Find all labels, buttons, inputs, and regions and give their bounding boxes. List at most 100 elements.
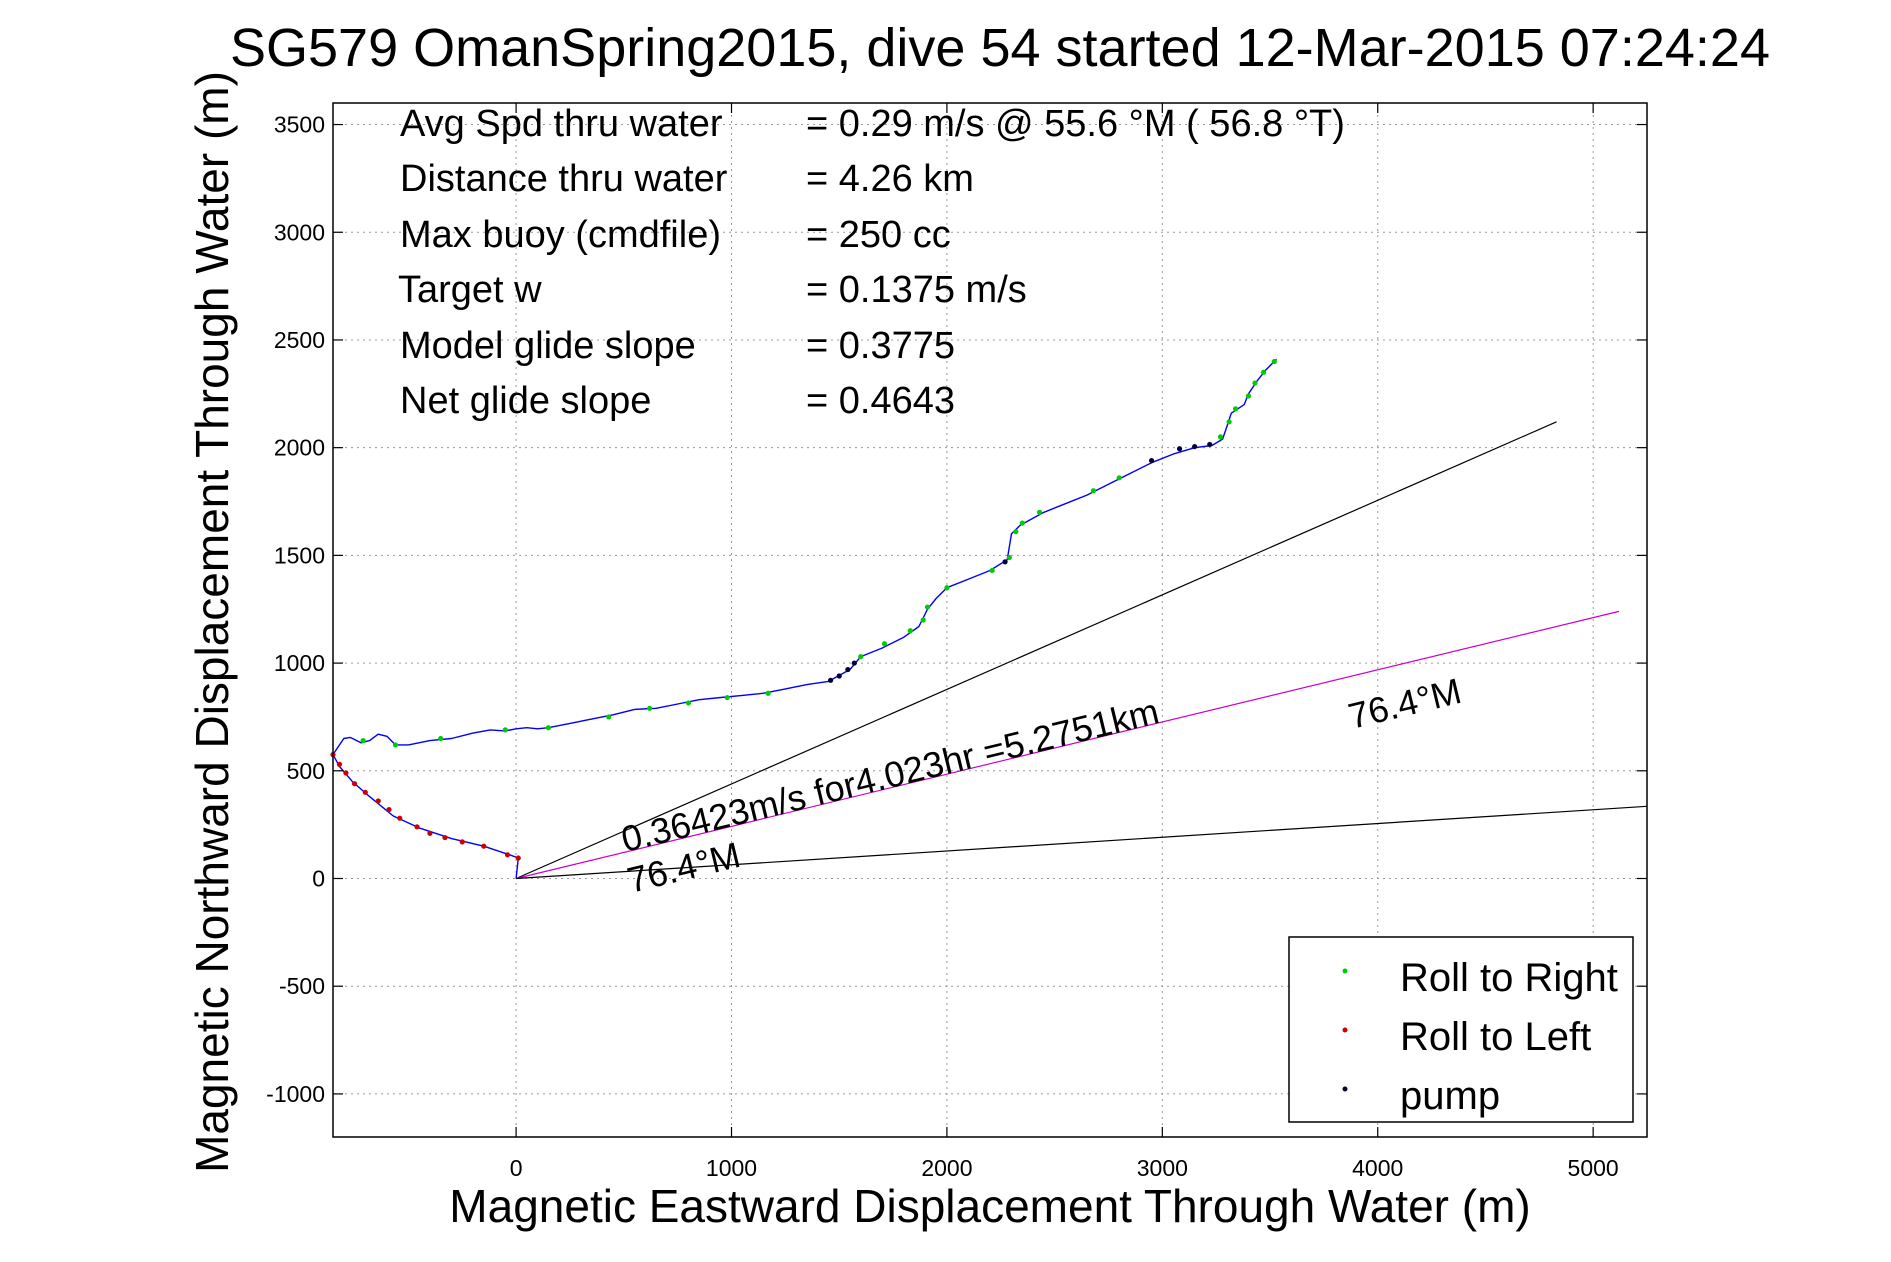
y-tick-label-3: 500 [287,758,325,784]
x-tick-label-3: 3000 [1137,1155,1188,1181]
x-tick-label-2: 2000 [921,1155,972,1181]
marker-pump-2 [845,666,851,673]
marker-roll-to-right-3 [502,727,508,733]
marker-roll-to-left-13 [504,852,511,858]
legend-marker-roll-right [1342,968,1348,974]
marker-pump-0 [827,677,834,683]
marker-pump-3 [851,660,857,666]
marker-roll-to-right-14 [924,604,931,610]
marker-roll-to-left-9 [427,830,433,836]
marker-roll-to-right-24 [1226,419,1232,425]
marker-roll-to-right-7 [685,700,692,706]
marker-roll-to-right-12 [907,628,913,634]
marker-roll-to-right-26 [1245,393,1252,399]
marker-roll-to-right-11 [881,641,888,647]
marker-roll-to-right-25 [1232,406,1239,412]
marker-roll-to-right-27 [1252,380,1258,386]
marker-roll-to-right-5 [606,714,612,720]
y-tick-label-5: 1500 [274,542,325,568]
legend-marker-roll-left [1342,1027,1348,1033]
marker-roll-to-right-15 [944,585,950,591]
y-tick-label-4: 1000 [274,650,325,676]
grid-lines [333,103,1647,1137]
stat-label-distance: Distance thru water [400,158,728,200]
stat-value-distance: = 4.26 km [806,158,974,200]
y-axis-ticks: -1000 -500 0 500 1000 1500 2000 2500 3000 3500 [266,112,1647,1107]
stat-value-max-buoy: = 250 cc [806,214,951,256]
marker-roll-to-right-13 [920,617,926,623]
dive-track-line [332,358,1277,879]
upper-course-line [515,421,1557,880]
marker-roll-to-left-10 [442,834,448,841]
marker-roll-to-right-28 [1260,369,1267,375]
legend-label-roll-right: Roll to Right [1400,956,1618,1000]
marker-roll-to-left-1 [336,761,343,767]
marker-roll-to-right-2 [438,735,444,742]
marker-roll-to-left-5 [375,798,381,804]
marker-roll-to-right-6 [647,705,653,711]
marker-roll-to-right-10 [858,654,864,660]
marker-roll-to-left-2 [343,770,349,776]
track-line [332,358,1277,879]
marker-roll-to-right-8 [724,694,730,701]
stats-block: Avg Spd thru water = 0.29 m/s @ 55.6 °M … [398,103,1345,422]
marker-roll-to-left-11 [459,839,465,845]
marker-pump-6 [1176,446,1183,452]
stat-value-net-glide: = 0.4643 [806,380,955,422]
y-tick-label-7: 2500 [274,327,325,353]
marker-roll-to-right-20 [1036,509,1043,515]
marker-roll-to-left-12 [481,843,487,849]
chart-title: SG579 OmanSpring2015, dive 54 started 12… [230,18,1770,78]
x-tick-label-5: 5000 [1568,1155,1619,1181]
marker-roll-to-left-3 [351,781,358,787]
lower-course-line [516,805,1648,880]
y-tick-label-8: 3000 [274,219,325,245]
marker-roll-to-right-0 [360,738,366,744]
reference-lines [515,421,1648,880]
legend: Roll to Right Roll to Left pump [1288,936,1634,1123]
y-tick-label-2: 0 [312,866,325,892]
y-tick-label-0: -1000 [266,1081,325,1107]
stat-label-net-glide: Net glide slope [400,380,651,422]
marker-pump-5 [1148,457,1155,464]
series-markers [330,358,1277,861]
marker-pump-4 [1002,559,1008,565]
marker-roll-to-left-8 [414,824,420,830]
y-tick-label-1: -500 [279,973,325,999]
marker-roll-to-right-19 [1019,520,1025,526]
plot-frame [332,102,1648,1138]
marker-roll-to-right-1 [392,742,399,748]
marker-roll-to-right-22 [1116,475,1122,481]
marker-roll-to-left-14 [515,855,521,861]
stat-value-target-w: = 0.1375 m/s [806,269,1027,311]
y-tick-label-9: 3500 [274,112,325,138]
marker-roll-to-left-4 [362,789,368,795]
marker-roll-to-left-7 [397,815,403,821]
legend-label-pump: pump [1400,1074,1500,1118]
stat-label-model-glide: Model glide slope [400,325,696,367]
stat-value-avg-speed: = 0.29 m/s @ 55.6 °M ( 56.8 °T) [806,103,1345,145]
stat-value-model-glide: = 0.3775 [806,325,955,367]
marker-roll-to-right-4 [545,725,552,731]
y-tick-label-6: 2000 [274,435,325,461]
x-axis-ticks: 0 1000 2000 3000 4000 5000 [510,103,1619,1181]
y-axis-label: Magnetic Northward Displacement Through … [186,71,238,1173]
marker-pump-7 [1192,443,1198,450]
stat-label-avg-speed: Avg Spd thru water [400,103,723,145]
marker-roll-to-right-9 [765,690,771,696]
x-tick-label-0: 0 [510,1155,523,1181]
current-line [515,610,1620,880]
x-axis-label: Magnetic Eastward Displacement Through W… [449,1180,1530,1232]
x-tick-label-4: 4000 [1352,1155,1403,1181]
marker-roll-to-right-23 [1217,434,1224,440]
legend-marker-pump [1342,1086,1348,1092]
marker-pump-1 [836,673,842,679]
marker-roll-to-right-21 [1090,488,1096,494]
marker-roll-to-left-6 [386,806,392,813]
marker-roll-to-right-16 [989,567,995,574]
marker-roll-to-right-18 [1013,529,1019,535]
x-tick-label-1: 1000 [706,1155,757,1181]
marker-roll-to-right-29 [1271,358,1277,365]
marker-roll-to-right-17 [1006,554,1012,561]
